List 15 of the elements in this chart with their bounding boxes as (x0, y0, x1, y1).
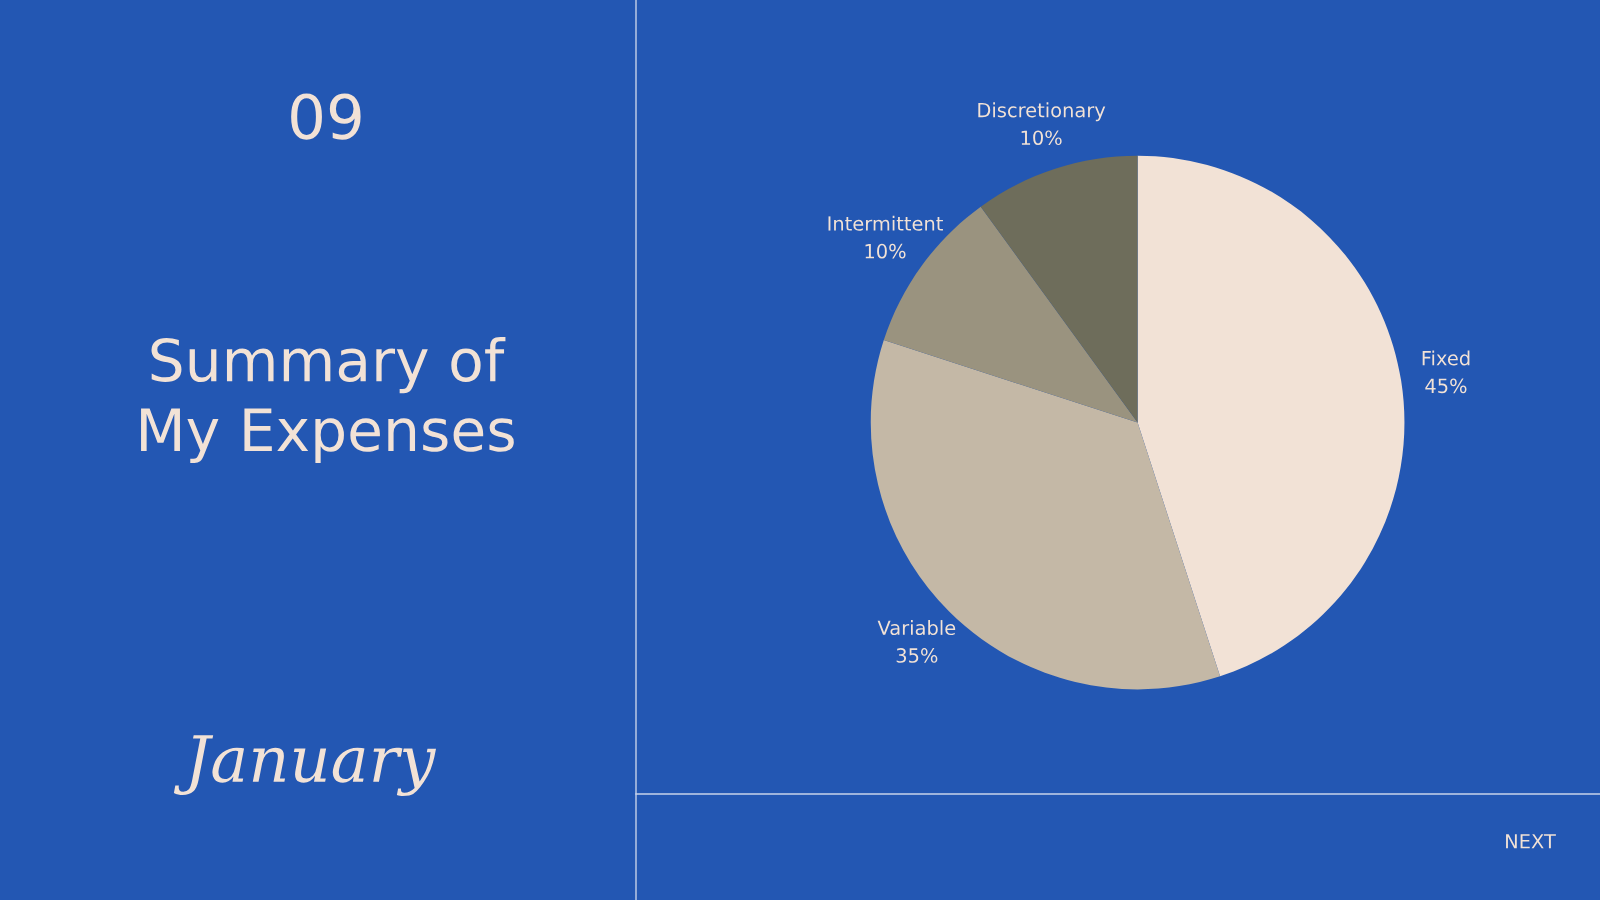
data-label: 35% (896, 648, 938, 663)
data-label: 45% (1425, 378, 1467, 394)
text: 09 (291, 93, 361, 140)
slice-label: Variable (877, 620, 956, 636)
pie-slice (870, 340, 1221, 690)
pie-slice (1137, 155, 1405, 677)
text: NEXT (1506, 834, 1556, 849)
text: Summary of My Expenses (141, 336, 514, 464)
slice-label: Intermittent (828, 215, 943, 231)
data-label: 10% (1021, 130, 1062, 146)
text: January (173, 735, 437, 796)
data-label: 10% (865, 243, 906, 259)
pie-slice (980, 155, 1138, 423)
slice-label: Fixed (1422, 350, 1470, 366)
slice-label: Discretionary (978, 102, 1106, 122)
